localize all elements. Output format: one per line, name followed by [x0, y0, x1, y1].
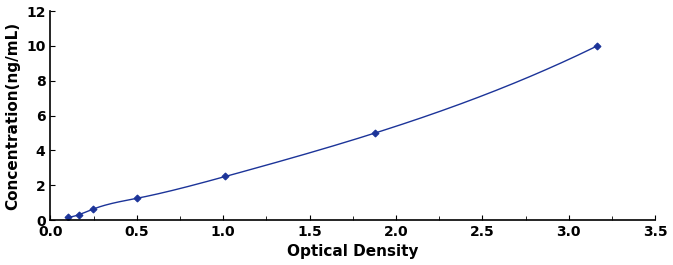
X-axis label: Optical Density: Optical Density	[287, 244, 419, 259]
Y-axis label: Concentration(ng/mL): Concentration(ng/mL)	[5, 21, 21, 210]
